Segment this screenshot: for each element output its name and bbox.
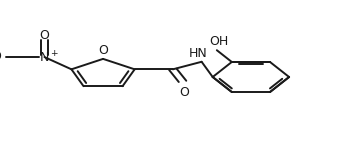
- Text: O: O: [40, 29, 49, 42]
- Text: HN: HN: [189, 47, 208, 59]
- Text: +: +: [50, 49, 58, 58]
- Text: N: N: [40, 51, 49, 64]
- Text: O: O: [0, 50, 1, 63]
- Text: O: O: [179, 86, 189, 99]
- Text: O: O: [98, 44, 108, 57]
- Text: OH: OH: [209, 35, 228, 48]
